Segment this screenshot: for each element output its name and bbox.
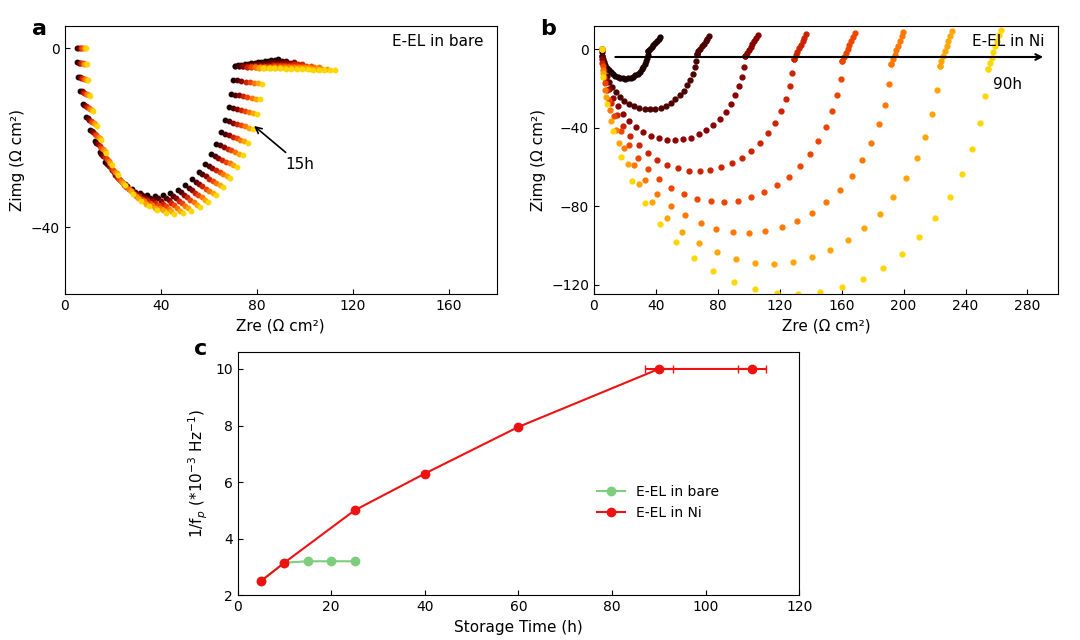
Text: c: c <box>194 339 207 359</box>
Text: b: b <box>540 19 556 39</box>
Y-axis label: Zimg (Ω cm²): Zimg (Ω cm²) <box>530 109 545 211</box>
Text: a: a <box>32 19 48 39</box>
Legend: E-EL in bare, E-EL in Ni: E-EL in bare, E-EL in Ni <box>592 480 725 526</box>
E-EL in bare <box>348 557 361 565</box>
E-EL in bare <box>325 557 338 565</box>
E-EL in bare <box>278 559 291 566</box>
E-EL in Ni <box>255 577 268 585</box>
Text: E-EL in bare: E-EL in bare <box>392 34 484 49</box>
Text: E-EL in Ni: E-EL in Ni <box>972 34 1044 49</box>
Text: 90h: 90h <box>994 77 1023 92</box>
E-EL in Ni <box>278 559 291 566</box>
X-axis label: Storage Time (h): Storage Time (h) <box>454 620 583 635</box>
E-EL in Ni <box>418 470 431 477</box>
Line: E-EL in Ni: E-EL in Ni <box>257 365 757 585</box>
Line: E-EL in bare: E-EL in bare <box>257 557 359 585</box>
E-EL in Ni <box>512 423 525 431</box>
E-EL in Ni <box>652 365 665 373</box>
E-EL in bare <box>301 557 314 565</box>
E-EL in Ni <box>348 506 361 514</box>
Text: 15h: 15h <box>256 127 314 172</box>
E-EL in Ni <box>746 365 759 373</box>
X-axis label: Zre (Ω cm²): Zre (Ω cm²) <box>237 319 325 334</box>
Y-axis label: Zimg (Ω cm²): Zimg (Ω cm²) <box>10 109 25 211</box>
Y-axis label: 1/f$_p$ (*10$^{-3}$ Hz$^{-1}$): 1/f$_p$ (*10$^{-3}$ Hz$^{-1}$) <box>186 409 210 538</box>
X-axis label: Zre (Ω cm²): Zre (Ω cm²) <box>782 319 870 334</box>
E-EL in bare <box>255 577 268 585</box>
